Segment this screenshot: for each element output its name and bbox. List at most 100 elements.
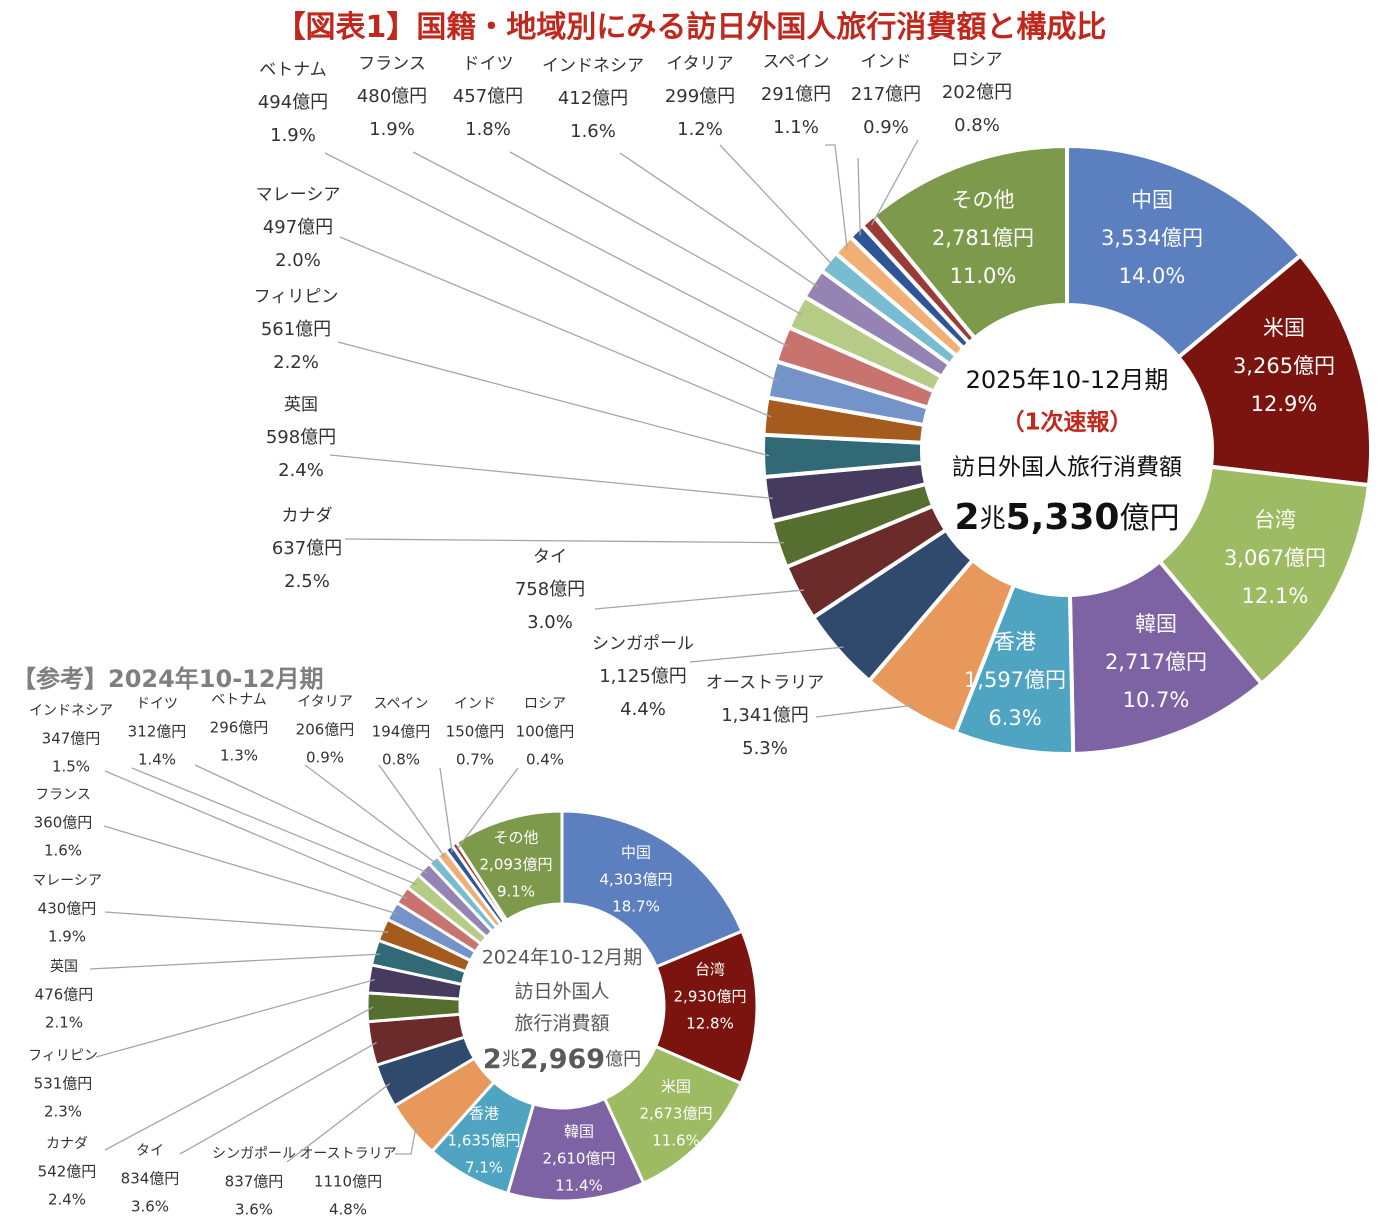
2025-label-pct-11: 2.0%	[275, 250, 321, 271]
2024-label-name-5: オーストラリア	[299, 1146, 396, 1162]
2025-label-pct-2: 12.1%	[1242, 584, 1309, 608]
2025-label-name-3: 韓国	[1135, 612, 1177, 636]
2024-label-pct-8: 2.4%	[48, 1191, 86, 1209]
center-subject1-2024: 訪日外国人	[514, 981, 609, 1003]
2024-label-pct-5: 4.8%	[329, 1201, 367, 1219]
2025-label-amount-19: 202億円	[942, 82, 1012, 103]
2025-label-pct-16: 1.2%	[677, 119, 723, 140]
2025-label-name-15: インドネシア	[542, 56, 644, 76]
2025-leader-line-7	[594, 589, 805, 610]
2025-label-name-17: スペイン	[763, 52, 830, 72]
2024-label-amount-1: 2,930億円	[674, 988, 747, 1006]
2025-slice-1	[1175, 252, 1373, 488]
2025-label-amount-18: 217億円	[851, 84, 921, 105]
2025-leader-line-19	[871, 139, 919, 226]
2025-leader-line-14	[509, 151, 802, 316]
2024-leader-line-17	[378, 764, 446, 858]
2025-label-name-4: 香港	[994, 630, 1036, 654]
2025-label-amount-5: 1,341億円	[721, 705, 809, 726]
2025-label-name-14: ドイツ	[463, 54, 514, 74]
2024-slice-0	[560, 809, 745, 969]
2025-label-name-11: マレーシア	[256, 185, 341, 205]
2025-label-name-9: 英国	[284, 395, 318, 415]
2024-label-pct-10: 2.1%	[45, 1014, 83, 1032]
2025-label-amount-16: 299億円	[665, 86, 735, 107]
2024-label-name-15: ベトナム	[211, 692, 267, 708]
2025-label-amount-8: 637億円	[272, 538, 342, 559]
2025-label-pct-13: 1.9%	[369, 119, 415, 140]
2025-label-name-19: ロシア	[952, 50, 1003, 70]
2024-leader-line-5	[395, 1126, 417, 1155]
2024-label-amount-6: 837億円	[225, 1173, 284, 1191]
center-period-2024: 2024年10-12月期	[482, 947, 643, 969]
2025-leader-line-8	[344, 538, 784, 544]
center-total-2024-total_big: 2	[483, 1044, 502, 1075]
center-note-2025: （1次速報）	[1001, 409, 1132, 436]
2024-label-amount-18: 150億円	[446, 723, 505, 741]
2024-leader-line-10	[89, 953, 381, 970]
2025-leader-line-15	[619, 152, 819, 288]
2025-leader-line-5	[815, 704, 914, 718]
2024-leader-line-19	[456, 767, 519, 849]
2025-leader-line-17	[825, 144, 848, 249]
2024-leader-line-18	[439, 767, 453, 853]
2024-label-amount-16: 206億円	[296, 721, 355, 739]
2024-label-amount-20: 2,093億円	[480, 856, 553, 874]
2024-label-amount-17: 194億円	[372, 723, 431, 741]
2024-label-amount-15: 296億円	[210, 719, 269, 737]
2024-label-name-1: 台湾	[695, 961, 725, 979]
2025-slice-3	[1067, 558, 1265, 756]
2025-label-amount-17: 291億円	[761, 84, 831, 105]
2024-label-pct-9: 2.3%	[44, 1103, 82, 1121]
2025-label-amount-9: 598億円	[266, 427, 336, 448]
2025-label-name-8: カナダ	[282, 506, 333, 526]
2024-label-amount-9: 531億円	[34, 1075, 93, 1093]
2024-label-pct-11: 1.9%	[48, 928, 86, 946]
2024-label-pct-7: 3.6%	[131, 1198, 169, 1216]
center-total-2025-total_suffix: 億円	[1119, 501, 1179, 536]
2025-label-pct-1: 12.9%	[1251, 392, 1318, 416]
2024-label-name-0: 中国	[621, 844, 651, 862]
2025-label-pct-18: 0.9%	[863, 117, 909, 138]
2025-label-pct-0: 14.0%	[1119, 264, 1186, 288]
2025-label-pct-3: 10.7%	[1123, 688, 1190, 712]
2025-slice-2	[1156, 464, 1372, 687]
2024-label-name-18: インド	[454, 696, 496, 712]
2024-label-pct-16: 0.9%	[306, 749, 344, 767]
2024-label-name-10: 英国	[50, 958, 78, 975]
2024-label-pct-3: 11.4%	[555, 1177, 603, 1195]
2024-label-amount-5: 1110億円	[314, 1173, 382, 1191]
2024-label-amount-11: 430億円	[38, 900, 97, 918]
2025-leader-line-16	[719, 144, 834, 266]
2025-leader-line-18	[857, 157, 861, 236]
2024-label-amount-0: 4,303億円	[600, 871, 673, 889]
center-total-2025: 2兆5,330億円	[955, 497, 1180, 538]
2025-label-amount-1: 3,265億円	[1233, 354, 1335, 378]
donut-2025	[761, 143, 1373, 756]
2025-label-pct-19: 0.8%	[954, 115, 1000, 136]
2024-label-pct-1: 12.8%	[686, 1015, 734, 1033]
2025-label-pct-7: 3.0%	[527, 612, 573, 633]
2025-label-pct-14: 1.8%	[465, 119, 511, 140]
2024-label-name-11: マレーシア	[32, 873, 102, 889]
2025-label-amount-14: 457億円	[453, 86, 523, 107]
2025-label-amount-6: 1,125億円	[599, 666, 687, 687]
2025-leader-line-13	[412, 151, 788, 347]
2024-label-name-13: インドネシア	[29, 703, 113, 719]
2025-label-name-0: 中国	[1131, 188, 1173, 212]
2024-label-name-16: イタリア	[297, 694, 352, 710]
2024-label-pct-12: 1.6%	[44, 842, 82, 860]
2025-label-name-18: インド	[861, 52, 912, 72]
2025-label-pct-5: 5.3%	[742, 738, 788, 759]
2025-label-name-6: シンガポール	[592, 634, 694, 654]
2024-label-pct-14: 1.4%	[138, 751, 176, 769]
2025-label-amount-7: 758億円	[515, 579, 585, 600]
2025-leader-line-12	[324, 152, 778, 382]
2024-label-amount-7: 834億円	[121, 1170, 180, 1188]
2025-label-pct-12: 1.9%	[270, 125, 316, 146]
2024-label-name-8: カナダ	[46, 1136, 88, 1152]
2025-slice-0	[1065, 143, 1304, 361]
2025-label-name-13: フランス	[358, 54, 426, 74]
2025-label-amount-13: 480億円	[357, 86, 427, 107]
center-total-2025-total_big: 2	[955, 497, 980, 538]
